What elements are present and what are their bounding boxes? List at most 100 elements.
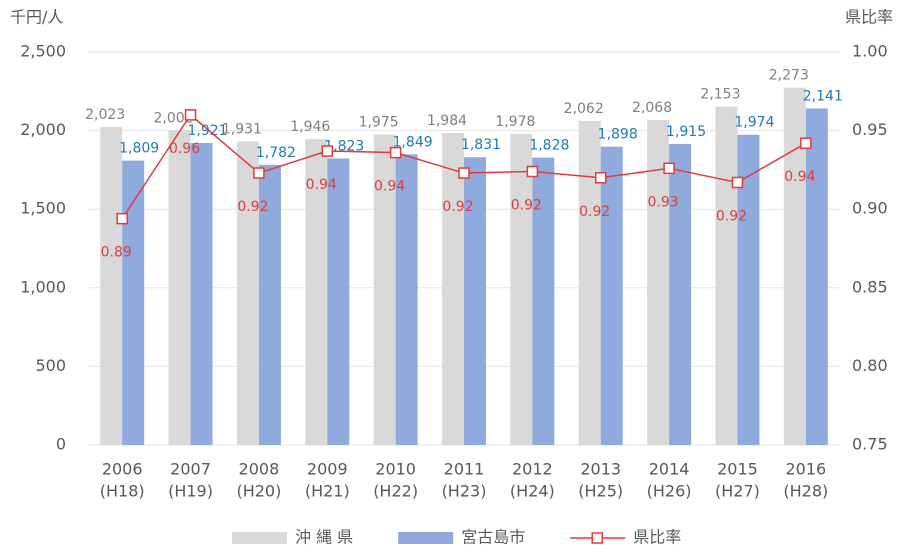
x-tick-label: 2016 bbox=[785, 460, 826, 479]
x-tick-label: 2010 bbox=[375, 460, 416, 479]
value-label: 1,823 bbox=[324, 138, 364, 154]
value-label: 1,978 bbox=[495, 114, 535, 130]
y-tick-label: 2,000 bbox=[20, 120, 66, 139]
value-label: 1,828 bbox=[529, 138, 569, 154]
legend-label: 宮古島市 bbox=[461, 528, 525, 547]
bar bbox=[510, 134, 533, 445]
value-label: 1,974 bbox=[734, 115, 774, 131]
y-tick-label: 500 bbox=[35, 356, 66, 375]
y2-tick-label: 0.85 bbox=[852, 277, 888, 296]
x-tick-label: (H19) bbox=[168, 482, 213, 501]
x-tick-label: (H20) bbox=[236, 482, 281, 501]
legend-swatch bbox=[232, 532, 287, 544]
x-tick-label: 2008 bbox=[239, 460, 280, 479]
bar bbox=[122, 160, 145, 446]
y-tick-label: 0 bbox=[56, 435, 66, 454]
bar bbox=[532, 157, 555, 445]
value-label: 1,915 bbox=[666, 124, 706, 140]
value-label: 1,975 bbox=[359, 115, 399, 131]
y2-tick-label: 0.95 bbox=[852, 120, 888, 139]
value-label: 1,898 bbox=[598, 127, 638, 143]
value-label: 0.96 bbox=[169, 141, 200, 157]
x-tick-label: (H21) bbox=[305, 482, 350, 501]
value-label: 1,809 bbox=[119, 141, 159, 157]
line-marker bbox=[184, 109, 197, 121]
x-tick-label: (H26) bbox=[647, 482, 692, 501]
x-tick-label: 2012 bbox=[512, 460, 553, 479]
value-label: 2,273 bbox=[769, 68, 809, 84]
line-marker bbox=[594, 172, 607, 184]
value-label: 1,931 bbox=[222, 121, 262, 137]
line-marker bbox=[253, 167, 265, 179]
line-marker bbox=[663, 162, 675, 175]
value-label: 0.94 bbox=[374, 179, 405, 195]
bar bbox=[805, 108, 828, 445]
value-label: 1,946 bbox=[290, 119, 330, 135]
x-tick-label: (H25) bbox=[578, 482, 623, 501]
value-label: 2,068 bbox=[632, 100, 672, 116]
value-label: 0.92 bbox=[716, 208, 747, 224]
bar bbox=[236, 141, 259, 446]
bar bbox=[600, 146, 623, 445]
line-marker bbox=[389, 146, 402, 159]
bar bbox=[578, 120, 601, 445]
legend-label: 沖 縄 県 bbox=[295, 528, 353, 547]
x-tick-label: 2007 bbox=[170, 460, 211, 479]
bar bbox=[305, 139, 328, 445]
value-label: 1,984 bbox=[427, 113, 467, 129]
value-label: 1,849 bbox=[393, 134, 433, 150]
value-label: 0.89 bbox=[101, 245, 132, 261]
bar bbox=[395, 154, 418, 445]
y2-axis-label: 県比率 bbox=[845, 8, 893, 27]
x-tick-label: 2015 bbox=[717, 460, 758, 479]
value-label: 1,782 bbox=[256, 145, 296, 161]
x-tick-label: 2014 bbox=[649, 460, 690, 479]
bar bbox=[168, 130, 191, 446]
x-tick-label: 2013 bbox=[580, 460, 621, 479]
x-tick-label: (H23) bbox=[442, 482, 487, 501]
value-label: 2,002 bbox=[153, 110, 193, 126]
value-label: 2,023 bbox=[85, 107, 125, 123]
y-axis-label: 千円/人 bbox=[10, 8, 63, 27]
value-label: 0.92 bbox=[511, 197, 542, 213]
y-tick-label: 1,500 bbox=[20, 199, 66, 218]
value-label: 2,062 bbox=[564, 101, 604, 117]
value-label: 0.93 bbox=[648, 194, 679, 210]
line-marker bbox=[526, 165, 539, 178]
value-label: 0.94 bbox=[306, 177, 337, 193]
bar bbox=[327, 158, 350, 446]
x-tick-label: 2009 bbox=[307, 460, 348, 479]
bar bbox=[464, 157, 486, 445]
x-tick-label: (H18) bbox=[100, 482, 145, 501]
value-label: 1,921 bbox=[187, 123, 227, 139]
x-tick-label: (H27) bbox=[715, 482, 760, 501]
value-label: 0.94 bbox=[784, 169, 815, 185]
y-tick-label: 1,000 bbox=[20, 277, 66, 296]
x-tick-label: (H28) bbox=[783, 482, 828, 501]
value-label: 2,153 bbox=[700, 87, 740, 103]
legend-label: 県比率 bbox=[633, 528, 681, 547]
x-tick-label: 2006 bbox=[102, 460, 143, 479]
line-marker bbox=[321, 145, 334, 157]
bar bbox=[100, 126, 123, 445]
bar bbox=[669, 143, 692, 445]
bar bbox=[737, 134, 760, 445]
value-label: 2,141 bbox=[803, 88, 843, 104]
legend-marker bbox=[591, 532, 603, 544]
legend-swatch bbox=[398, 532, 454, 544]
line-marker bbox=[116, 212, 128, 225]
bar bbox=[258, 164, 281, 445]
bar bbox=[647, 119, 670, 445]
value-label: 0.92 bbox=[237, 199, 268, 215]
bar bbox=[715, 106, 738, 445]
y2-tick-label: 1.00 bbox=[852, 42, 888, 61]
y2-tick-label: 0.75 bbox=[852, 435, 888, 454]
y2-tick-label: 0.80 bbox=[852, 356, 888, 375]
line-marker bbox=[458, 167, 470, 179]
y-tick-label: 2,500 bbox=[20, 42, 66, 61]
value-label: 1,831 bbox=[461, 137, 501, 153]
line-marker bbox=[731, 176, 744, 189]
bar bbox=[783, 87, 806, 446]
y2-tick-label: 0.90 bbox=[852, 199, 888, 218]
